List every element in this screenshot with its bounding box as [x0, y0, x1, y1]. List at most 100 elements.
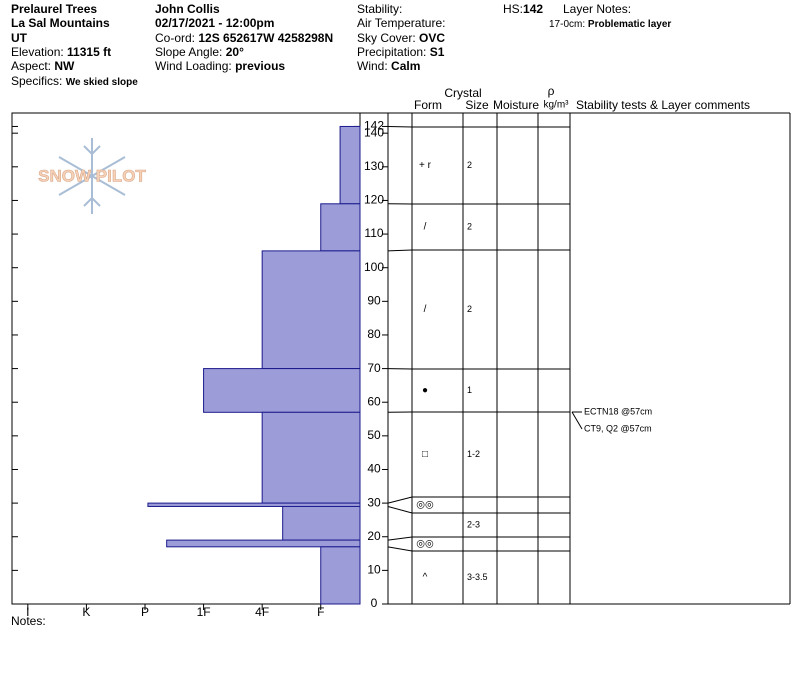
- coord: Co-ord: 12S 652617W 4258298N: [155, 31, 333, 45]
- y-tick-label: 10: [367, 563, 381, 577]
- value: 20°: [226, 45, 244, 59]
- specifics: Specifics: We skied slope: [11, 74, 138, 88]
- label: Aspect:: [11, 59, 51, 73]
- hardness-bar: [282, 505, 361, 541]
- test-arrow: [571, 411, 583, 430]
- header-size: Size: [465, 98, 489, 112]
- range: La Sal Mountains: [11, 16, 110, 30]
- grain-size: 2: [467, 304, 472, 314]
- hardness-bar: [339, 125, 361, 205]
- sky: Sky Cover: OVC: [357, 31, 445, 45]
- grain-size: 2-3: [467, 519, 480, 529]
- value: NW: [54, 59, 75, 73]
- grain-form: □: [422, 449, 428, 460]
- air-temp: Air Temperature:: [357, 16, 445, 30]
- header-rho: ρ: [548, 84, 555, 98]
- datetime: 02/17/2021 - 12:00pm: [155, 16, 274, 30]
- y-tick-label: 0: [371, 596, 378, 610]
- hardness-bar: [261, 250, 361, 370]
- grain-size: 3-3.5: [467, 572, 488, 582]
- y-tick-label: 120: [364, 193, 384, 207]
- grain-form: /: [424, 222, 427, 233]
- grain-form: ●: [422, 385, 428, 396]
- y-tick-label: 100: [364, 260, 384, 274]
- notes-label: Notes:: [11, 614, 46, 628]
- x-tick-label: K: [82, 605, 90, 619]
- y-tick-label: 140: [364, 125, 384, 139]
- x-tick-label: I: [26, 605, 29, 619]
- hardness-bar: [147, 502, 361, 507]
- label: Precipitation:: [357, 45, 426, 59]
- label: Elevation:: [11, 45, 64, 59]
- label: HS:: [503, 2, 523, 16]
- grain-size: 1-2: [467, 449, 480, 459]
- layer-connector: [387, 505, 570, 514]
- y-tick-label: 142: [364, 119, 384, 133]
- layer-connector: [387, 536, 570, 541]
- label: Specifics:: [11, 74, 62, 88]
- hardness-bar: [320, 203, 361, 252]
- header-moisture: Moisture: [493, 98, 539, 112]
- wind: Wind: Calm: [357, 59, 420, 73]
- grain-form: /: [424, 304, 427, 315]
- logo-text: SNOW PILOT: [38, 166, 146, 185]
- y-tick-label: 110: [364, 226, 383, 240]
- hardness-bar: [166, 539, 361, 548]
- hardness-bar: [320, 546, 361, 605]
- y-tick-label: 40: [367, 462, 381, 476]
- precip: Precipitation: S1: [357, 45, 445, 59]
- layer-connector: [387, 496, 570, 504]
- header-crystal: Crystal: [444, 86, 481, 100]
- grain-form: ◎◎: [416, 539, 434, 550]
- header-comments: Stability tests & Layer comments: [576, 98, 750, 112]
- grain-size: 1: [467, 385, 472, 395]
- stability-test: ECTN18 @57cm: [584, 406, 652, 416]
- layer-connector: [387, 546, 570, 552]
- x-tick-label: 4F: [255, 605, 269, 619]
- grain-size: 2: [467, 160, 472, 170]
- label: Wind Loading:: [155, 59, 232, 73]
- value: OVC: [419, 31, 445, 45]
- value: S1: [430, 45, 445, 59]
- site: Prelaurel Trees: [11, 2, 97, 16]
- stability-test: CT9, Q2 @57cm: [584, 423, 652, 433]
- label: Slope Angle:: [155, 45, 222, 59]
- hardness-bar: [203, 368, 361, 413]
- aspect: Aspect: NW: [11, 59, 75, 73]
- label: Sky Cover:: [357, 31, 416, 45]
- logo: [58, 138, 126, 214]
- x-tick-label: F: [317, 605, 324, 619]
- value: Problematic layer: [588, 19, 671, 30]
- stability: Stability:: [357, 2, 402, 16]
- label: Co-ord:: [155, 31, 195, 45]
- grain-form: ^: [423, 572, 428, 583]
- header-density: kg/m³: [544, 100, 570, 111]
- y-tick-label: 130: [364, 159, 384, 173]
- observer: John Collis: [155, 2, 220, 16]
- value: previous: [235, 59, 285, 73]
- y-tick-label: 60: [367, 394, 381, 408]
- elevation: Elevation: 11315 ft: [11, 45, 111, 59]
- y-tick-label: 30: [367, 495, 381, 509]
- slope: Slope Angle: 20°: [155, 45, 244, 59]
- y-tick-label: 20: [367, 529, 381, 543]
- y-tick-label: 90: [367, 294, 381, 308]
- value: 11315 ft: [67, 45, 111, 59]
- layer-notes: Layer Notes:: [563, 2, 631, 16]
- grain-size: 2: [467, 221, 472, 231]
- x-tick-label: 1F: [197, 605, 211, 619]
- y-tick-label: 80: [367, 327, 381, 341]
- hs: HS:142: [503, 2, 543, 16]
- wind-loading: Wind Loading: previous: [155, 59, 285, 73]
- value: 12S 652617W 4258298N: [198, 31, 333, 45]
- grain-form: ◎◎: [416, 500, 434, 511]
- range: 17-0cm:: [549, 19, 585, 30]
- label: Wind:: [357, 59, 388, 73]
- state: UT: [11, 31, 28, 45]
- y-tick-label: 70: [367, 361, 381, 375]
- grain-form: + r: [419, 160, 432, 171]
- layer-note: 17-0cm: Problematic layer: [549, 19, 671, 30]
- hardness-bar: [261, 411, 361, 504]
- value: Calm: [391, 59, 420, 73]
